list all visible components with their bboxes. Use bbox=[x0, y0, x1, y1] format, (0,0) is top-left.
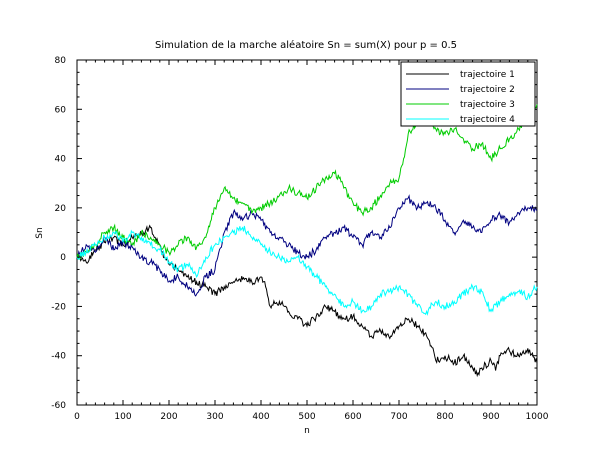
y-tick-label: -40 bbox=[51, 352, 66, 362]
series-line-1 bbox=[76, 224, 538, 378]
series-layer bbox=[76, 104, 538, 378]
series-line-2 bbox=[76, 194, 538, 297]
x-tick-label: 0 bbox=[74, 412, 80, 422]
x-tick-label: 200 bbox=[160, 412, 177, 422]
legend-label-1: trajectoire 1 bbox=[460, 70, 515, 80]
y-axis: -60 -40 -20 0 20 40 60 80 bbox=[51, 56, 537, 411]
chart-title: Simulation de la marche aléatoire Sn = s… bbox=[155, 39, 457, 51]
x-tick-label: 100 bbox=[114, 412, 131, 422]
x-tick-label: 800 bbox=[436, 412, 453, 422]
y-tick-label: 60 bbox=[55, 105, 67, 115]
x-tick-label: 1000 bbox=[526, 412, 549, 422]
series-line-3 bbox=[76, 104, 538, 260]
x-axis: 0 100 200 300 400 500 600 700 800 900 1000 bbox=[74, 60, 549, 422]
y-axis-label: Sn bbox=[35, 227, 45, 238]
legend-label-4: trajectoire 4 bbox=[460, 115, 515, 125]
legend-label-2: trajectoire 2 bbox=[460, 85, 515, 95]
x-tick-label: 900 bbox=[482, 412, 499, 422]
series-line-4 bbox=[76, 225, 538, 317]
y-tick-label: -60 bbox=[51, 401, 66, 411]
y-tick-label: -20 bbox=[51, 302, 66, 312]
y-tick-label: 0 bbox=[60, 253, 66, 263]
x-tick-label: 600 bbox=[344, 412, 361, 422]
x-tick-label: 500 bbox=[298, 412, 315, 422]
y-tick-label: 40 bbox=[55, 155, 67, 165]
legend-label-3: trajectoire 3 bbox=[460, 100, 515, 110]
y-tick-label: 20 bbox=[55, 204, 67, 214]
x-tick-label: 300 bbox=[206, 412, 223, 422]
x-tick-label: 400 bbox=[252, 412, 269, 422]
legend-entries: trajectoire 1 trajectoire 2 trajectoire 3 t… bbox=[406, 70, 515, 125]
x-tick-label: 700 bbox=[390, 412, 407, 422]
legend: trajectoire 1 trajectoire 2 trajectoire 3 t… bbox=[400, 61, 536, 127]
legend-box bbox=[400, 61, 536, 127]
y-tick-label: 80 bbox=[55, 56, 67, 66]
x-axis-label: n bbox=[304, 426, 310, 436]
